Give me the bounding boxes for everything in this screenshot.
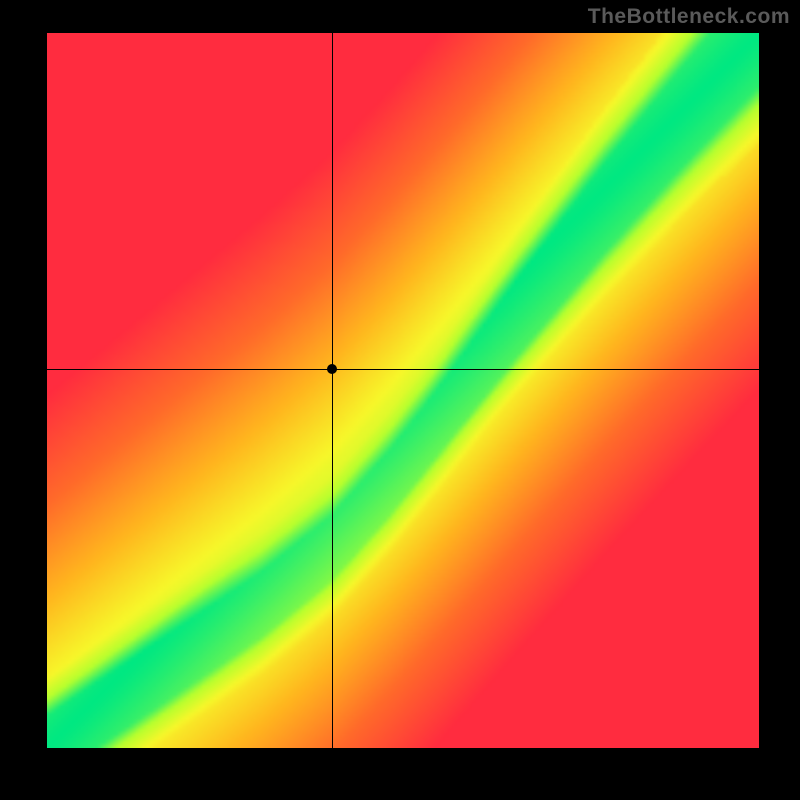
heatmap-plot-area [47,33,759,748]
crosshair-vertical [332,33,333,748]
heatmap-canvas [47,33,759,748]
marker-dot [327,364,337,374]
watermark-text: TheBottleneck.com [588,5,790,29]
crosshair-horizontal [47,369,759,370]
